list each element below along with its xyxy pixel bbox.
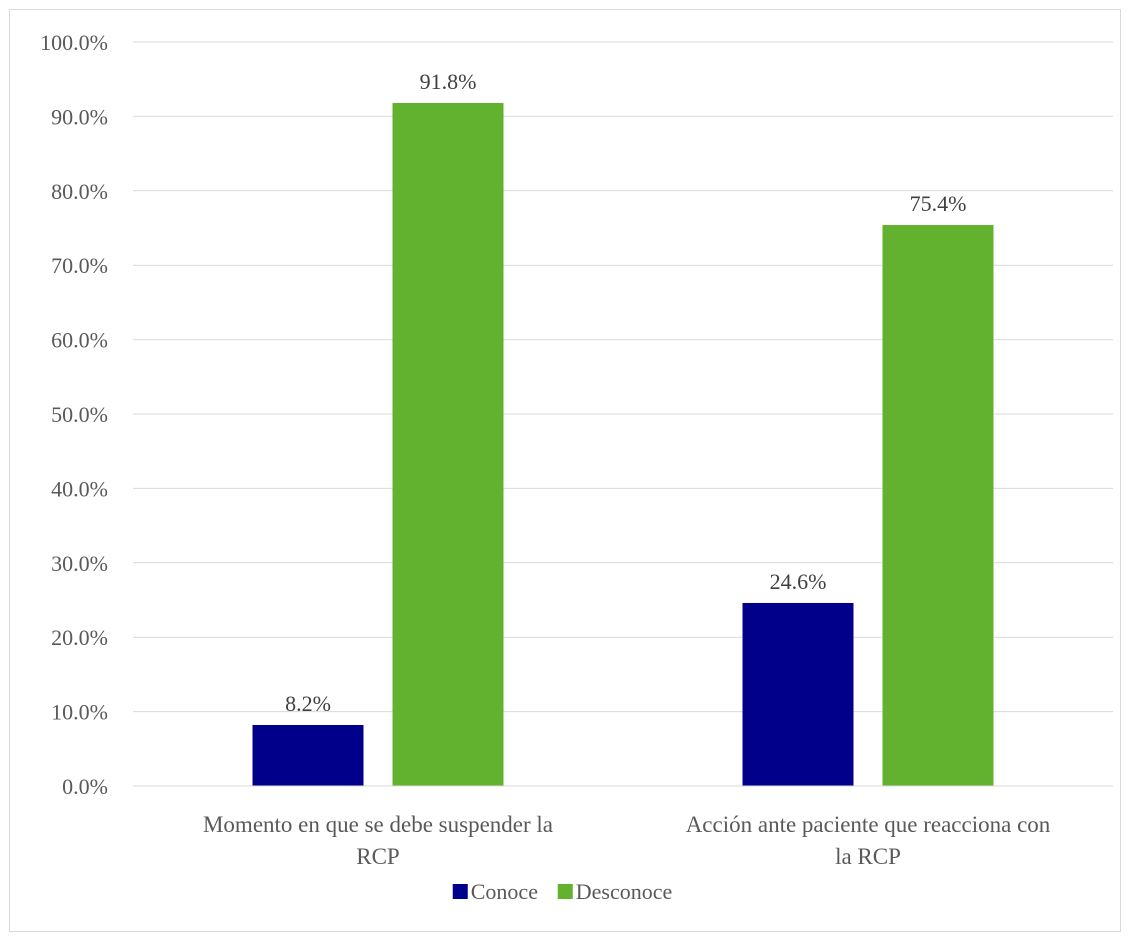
y-tick-label: 40.0%: [51, 476, 108, 501]
data-label: 91.8%: [420, 69, 477, 94]
legend-swatch-conoce: [452, 884, 468, 899]
y-tick-label: 10.0%: [51, 700, 108, 725]
legend-swatch-desconoce: [557, 884, 573, 899]
y-tick-label: 20.0%: [51, 625, 108, 650]
category-label: RCP: [356, 844, 399, 869]
legend-label-desconoce: Desconoce: [576, 879, 673, 904]
data-label: 75.4%: [910, 191, 967, 216]
y-tick-label: 90.0%: [51, 104, 108, 129]
y-tick-label: 100.0%: [40, 30, 108, 55]
y-tick-label: 60.0%: [51, 328, 108, 353]
category-label: Acción ante paciente que reacciona con: [686, 812, 1051, 837]
data-label: 24.6%: [770, 569, 827, 594]
bar-conoce: [252, 724, 364, 786]
y-tick-label: 70.0%: [51, 253, 108, 278]
y-tick-label: 50.0%: [51, 402, 108, 427]
data-label: 8.2%: [285, 691, 331, 716]
y-tick-label: 80.0%: [51, 179, 108, 204]
category-label: Momento en que se debe suspender la: [203, 812, 553, 837]
bar-conoce: [742, 602, 854, 786]
legend-label-conoce: Conoce: [471, 879, 538, 904]
y-tick-label: 0.0%: [62, 774, 108, 799]
category-label: la RCP: [835, 844, 901, 869]
y-tick-label: 30.0%: [51, 551, 108, 576]
bar-desconoce: [882, 225, 994, 787]
bar-desconoce: [392, 103, 504, 787]
